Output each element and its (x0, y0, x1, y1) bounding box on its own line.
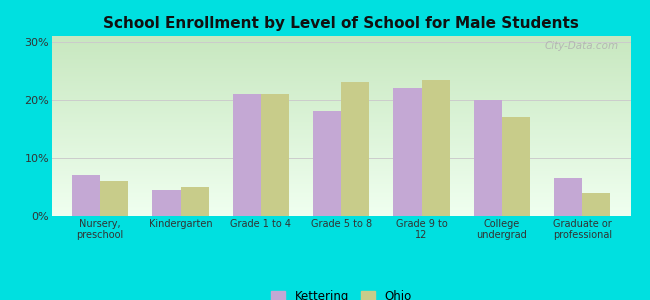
Bar (181, 187, 209, 216)
Bar (393, 88, 422, 216)
Legend: Kettering, Ohio: Kettering, Ohio (271, 290, 411, 300)
Bar (100, 181, 128, 216)
Bar (261, 94, 289, 216)
Bar (313, 112, 341, 216)
Bar (341, 82, 369, 216)
Bar (422, 80, 450, 216)
Bar (153, 190, 181, 216)
Bar (554, 178, 582, 216)
Bar (582, 193, 610, 216)
Text: City-Data.com: City-Data.com (545, 41, 619, 51)
Bar (233, 94, 261, 216)
Bar (502, 117, 530, 216)
Bar (474, 100, 502, 216)
Bar (72, 176, 100, 216)
Title: School Enrollment by Level of School for Male Students: School Enrollment by Level of School for… (103, 16, 579, 31)
